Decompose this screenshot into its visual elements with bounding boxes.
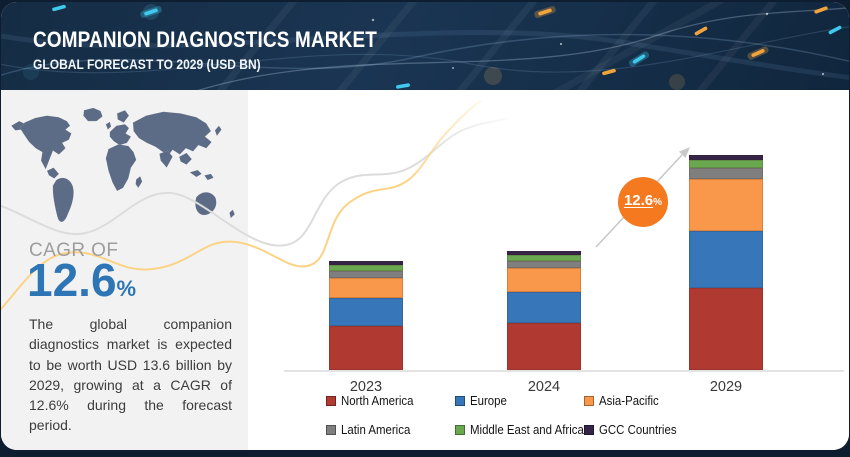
bar-segment (689, 155, 763, 160)
cagr-value-row: 12.6% (27, 257, 136, 303)
bar-segment (689, 160, 763, 168)
bar-segment (689, 231, 763, 288)
legend-swatch (326, 395, 336, 406)
bar-segment (689, 168, 763, 179)
legend-label: Europe (470, 393, 507, 408)
bar-segment (329, 271, 403, 278)
growth-badge: 12.6% (618, 177, 668, 227)
page-subtitle: GLOBAL FORECAST TO 2029 (USD BN) (33, 56, 261, 72)
world-map (11, 107, 235, 223)
bar-segment (507, 251, 581, 255)
cagr-percent-sign: % (116, 276, 137, 301)
page-title: COMPANION DIAGNOSTICS MARKET (33, 27, 377, 52)
market-description: The global companion diagnostics market … (29, 316, 232, 434)
legend-swatch (584, 424, 594, 435)
legend-label: North America (341, 393, 414, 408)
bar-chart (248, 90, 849, 450)
cagr-value: 12.6 (27, 254, 117, 306)
legend-item-gcc-countries: GCC Countries (584, 422, 687, 437)
legend-swatch (455, 424, 465, 435)
legend-item-asia-pacific: Asia-Pacific (584, 393, 687, 408)
glow-dash-orange (534, 6, 828, 76)
bar-segment (329, 278, 403, 298)
legend-swatch (455, 395, 465, 406)
sidebar: CAGR OF 12.6% The global companion diagn… (1, 90, 248, 450)
bar-segment (689, 288, 763, 370)
bar-segment (507, 323, 581, 370)
bar-segment (507, 261, 581, 268)
legend-item-middle-east-and-africa: Middle East and Africa (455, 422, 584, 437)
legend-label: Latin America (341, 422, 411, 437)
network-decoration (1, 2, 849, 90)
glow-dash-cyan (52, 4, 842, 89)
bar-segment (329, 326, 403, 370)
legend-swatch (326, 424, 336, 435)
infographic-card: COMPANION DIAGNOSTICS MARKET GLOBAL FORE… (1, 2, 849, 450)
legend-swatch (584, 395, 594, 406)
stacked-bar-2024 (507, 251, 581, 370)
chart-area: 2023 2024 2029 12.6% North America Europe As… (248, 90, 849, 450)
growth-badge-percent: % (653, 197, 663, 208)
header-banner: COMPANION DIAGNOSTICS MARKET GLOBAL FORE… (1, 2, 849, 90)
legend-item-north-america: North America (326, 393, 455, 408)
header-text: COMPANION DIAGNOSTICS MARKET GLOBAL FORE… (33, 27, 433, 74)
legend-label: Middle East and Africa (470, 422, 584, 437)
x-axis-line (284, 370, 844, 372)
content-area: CAGR OF 12.6% The global companion diagn… (1, 90, 849, 450)
stacked-bar-2029 (689, 155, 763, 370)
bar-segment (507, 268, 581, 292)
bar-segment (329, 298, 403, 326)
bar-segment (689, 179, 763, 231)
legend-item-latin-america: Latin America (326, 422, 455, 437)
legend-label: GCC Countries (599, 422, 677, 437)
growth-badge-value: 12.6 (623, 192, 654, 209)
bar-segment (507, 255, 581, 261)
stacked-bar-2023 (329, 261, 403, 370)
legend-item-europe: Europe (455, 393, 584, 408)
bar-segment (507, 292, 581, 323)
chart-legend: North America Europe Asia-Pacific Latin Ame… (326, 393, 687, 437)
legend-label: Asia-Pacific (599, 393, 659, 408)
